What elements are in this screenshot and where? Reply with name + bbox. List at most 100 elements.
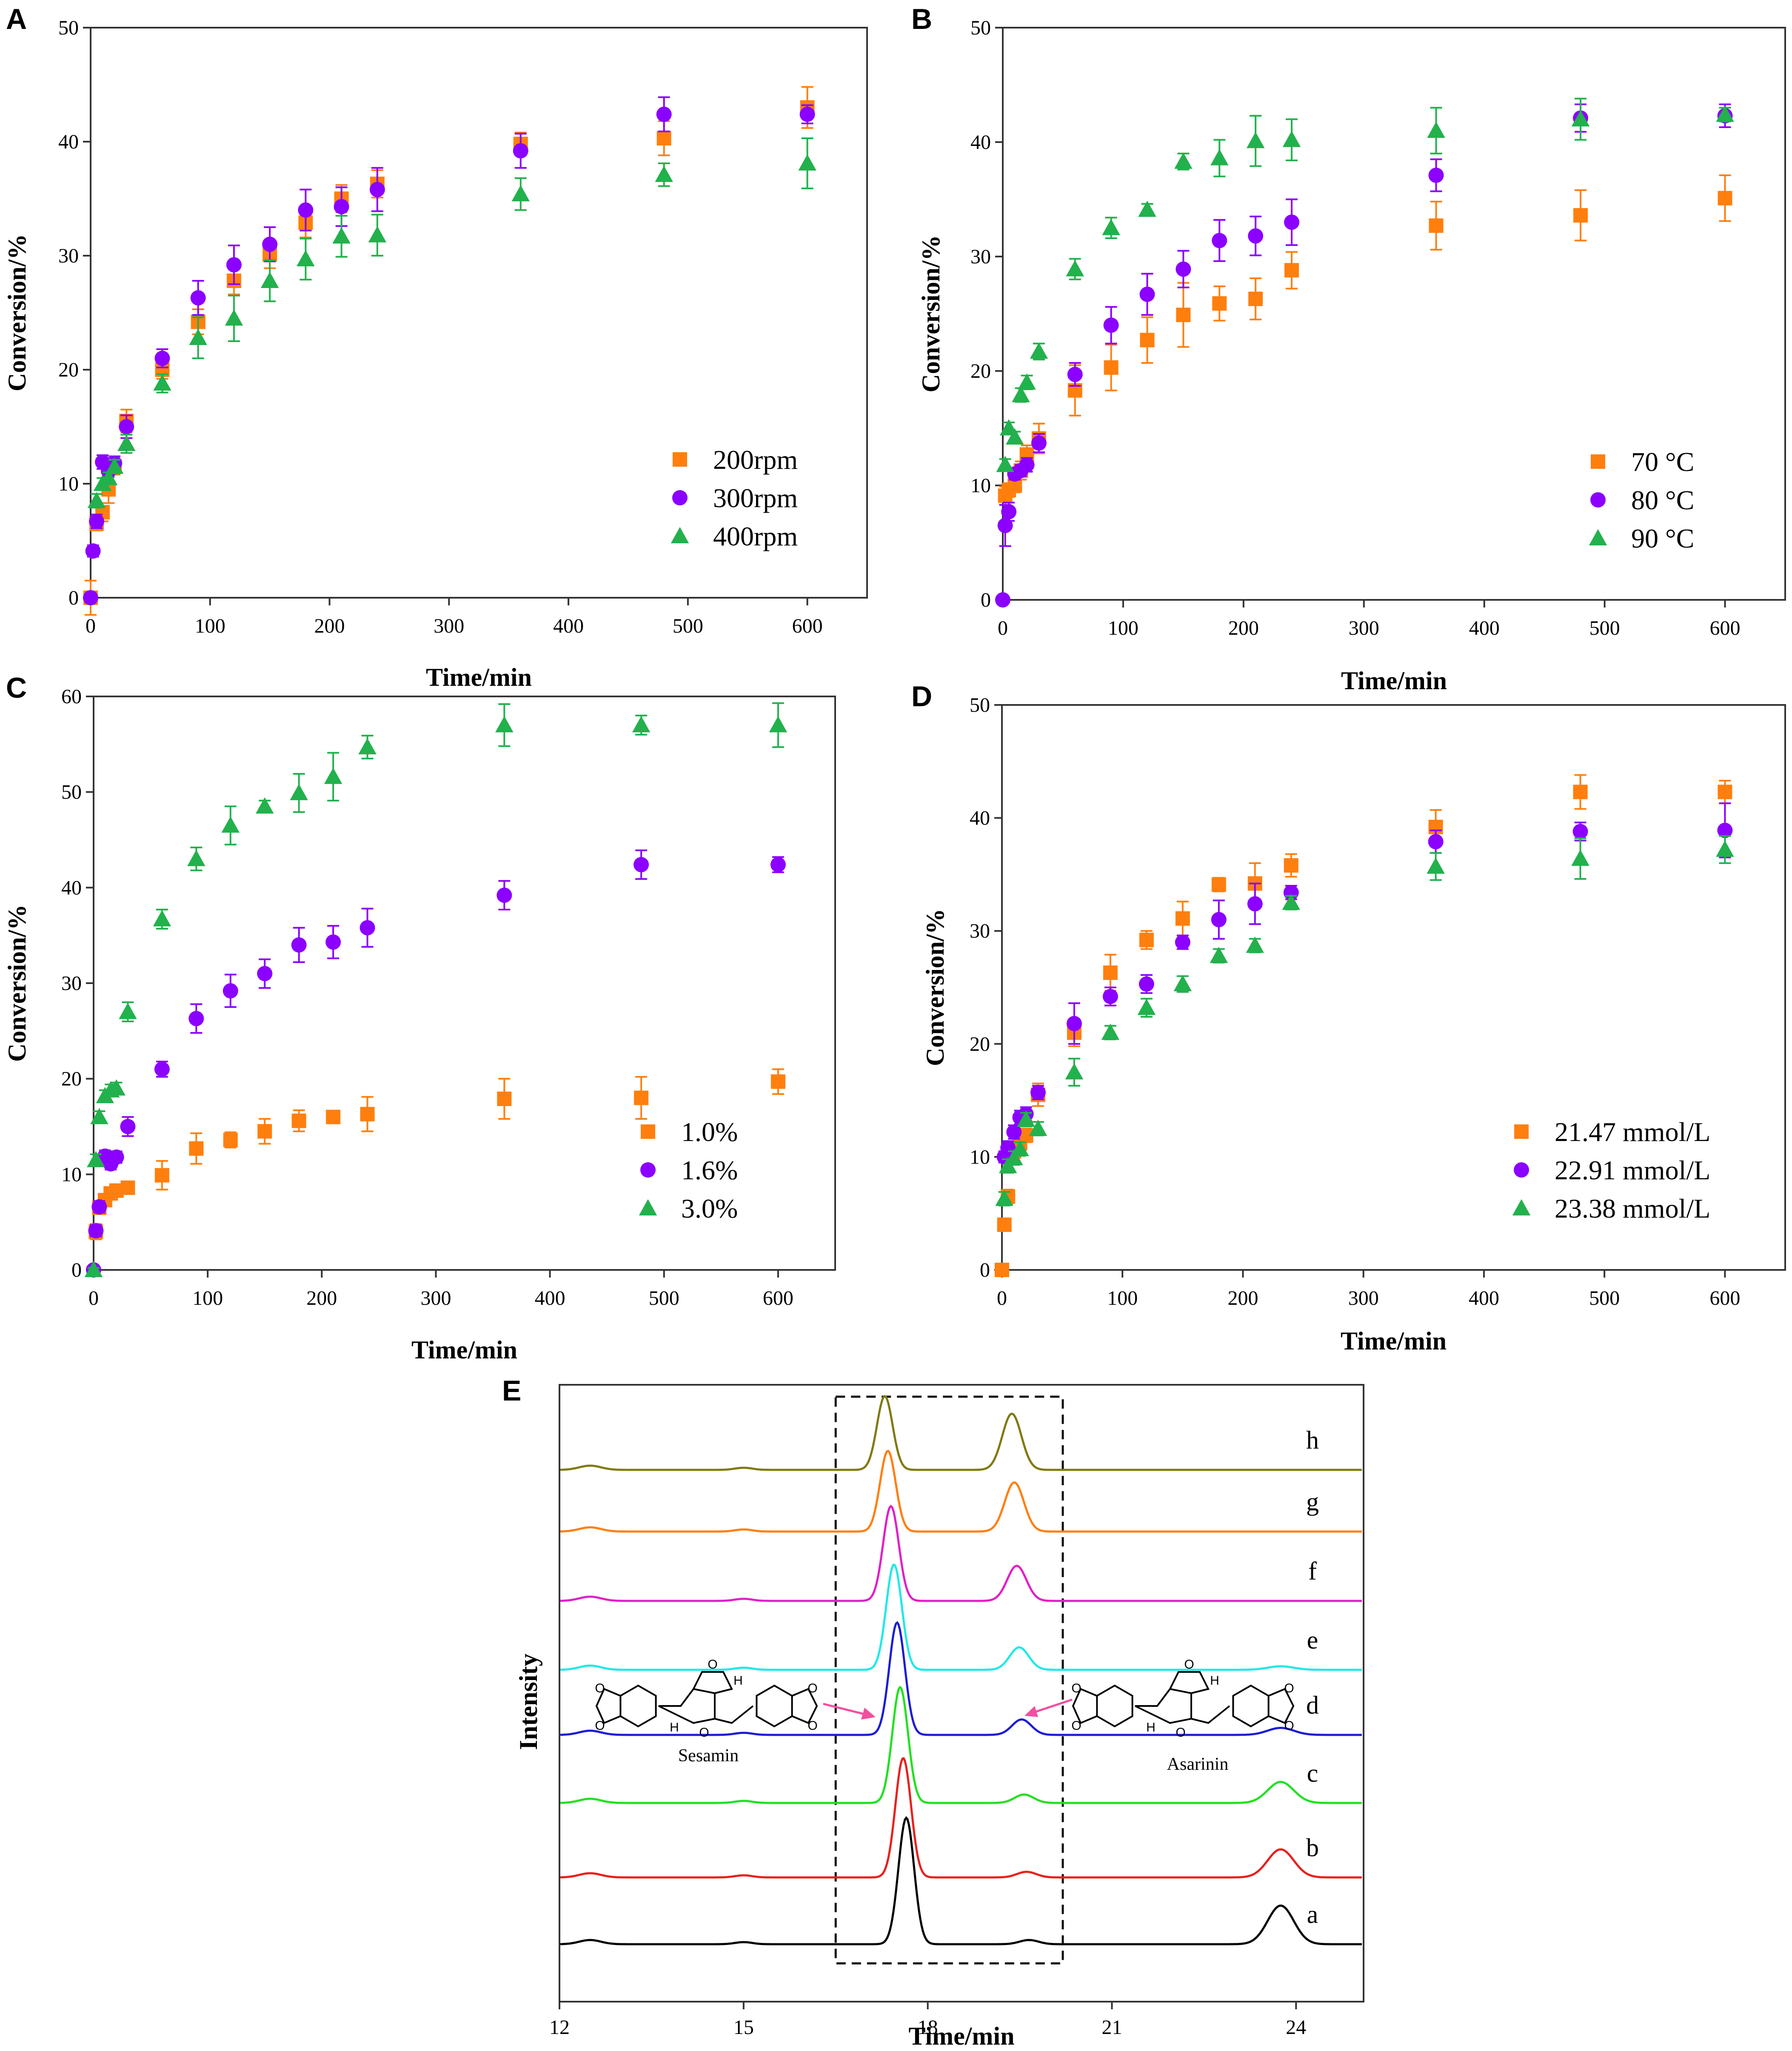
data-point bbox=[1428, 168, 1444, 183]
data-point bbox=[1029, 1119, 1047, 1136]
x-tick-label: 100 bbox=[1107, 1287, 1138, 1309]
data-point bbox=[1284, 263, 1299, 278]
data-point bbox=[120, 1119, 136, 1134]
x-axis-title: Time/min bbox=[909, 2022, 1015, 2050]
data-point bbox=[1102, 219, 1120, 235]
data-point bbox=[1716, 840, 1734, 857]
y-tick-label: 50 bbox=[970, 17, 991, 39]
data-point bbox=[1571, 849, 1589, 866]
data-point bbox=[1718, 784, 1732, 799]
y-tick-label: 40 bbox=[58, 131, 79, 153]
dioxole-ring bbox=[1268, 1688, 1295, 1724]
legend-label: 23.38 mmol/L bbox=[1555, 1193, 1710, 1224]
data-point bbox=[368, 226, 387, 242]
trace-c bbox=[560, 1686, 1362, 1804]
data-point bbox=[1019, 457, 1035, 473]
data-point bbox=[656, 131, 671, 145]
dioxole-ring bbox=[1072, 1688, 1097, 1724]
data-point bbox=[91, 1199, 107, 1215]
sesamin-arrow bbox=[823, 1703, 866, 1716]
dioxole-ring bbox=[792, 1688, 818, 1724]
legend-label: 21.47 mmol/L bbox=[1555, 1117, 1710, 1147]
oxygen-atom: O bbox=[595, 1681, 605, 1695]
data-point bbox=[257, 966, 273, 981]
legend-marker bbox=[1512, 1199, 1531, 1215]
series-0 bbox=[83, 86, 815, 616]
data-point bbox=[1573, 208, 1588, 223]
x-tick-label: 400 bbox=[535, 1287, 565, 1309]
data-point bbox=[1248, 228, 1264, 244]
panel-e: E12 15 18 21 24Time/minIntensityabcdefghOOOO… bbox=[502, 1375, 1364, 2050]
data-point bbox=[87, 1151, 105, 1167]
series-0 bbox=[88, 1068, 785, 1241]
plot-frame bbox=[1001, 704, 1786, 1271]
x-tick-label: 300 bbox=[420, 1287, 451, 1309]
x-tick-label: 200 bbox=[314, 615, 345, 637]
data-point bbox=[1030, 342, 1048, 359]
data-point bbox=[360, 1107, 375, 1121]
x-tick-label: 600 bbox=[792, 615, 823, 637]
x-tick-label: 100 bbox=[192, 1287, 223, 1309]
oxygen-atom: O bbox=[1184, 1657, 1194, 1672]
legend: 21.47 mmol/L 22.91 mmol/L 23.38 mmol/L bbox=[1512, 1117, 1710, 1224]
trace-label: h bbox=[1306, 1426, 1319, 1454]
data-point bbox=[153, 910, 171, 927]
x-axis-title: Time/min bbox=[411, 1336, 517, 1364]
data-point bbox=[1012, 386, 1030, 402]
data-point bbox=[495, 716, 514, 733]
data-point bbox=[633, 857, 649, 873]
data-point bbox=[153, 374, 171, 391]
x-tick-label: 12 bbox=[549, 2016, 570, 2039]
series-1 bbox=[995, 103, 1733, 608]
highlight-window bbox=[834, 1395, 1064, 1965]
x-tick-label: 200 bbox=[1227, 1287, 1258, 1309]
legend-marker bbox=[1591, 454, 1605, 469]
data-point bbox=[83, 590, 98, 605]
data-point bbox=[1139, 976, 1154, 992]
data-point bbox=[189, 328, 207, 345]
x-tick-label: 100 bbox=[1108, 617, 1139, 639]
legend-label: 22.91 mmol/L bbox=[1555, 1155, 1710, 1185]
x-axis-title: Time/min bbox=[1341, 1327, 1447, 1355]
panel-d: D 0 100 200 300 400 500 600 0 10 20 30 40 50 Time/min C… bbox=[911, 680, 1786, 1355]
x-tick-label: 400 bbox=[1469, 617, 1500, 639]
data-point bbox=[332, 227, 351, 244]
oxygen-atom: O bbox=[708, 1657, 717, 1672]
data-point bbox=[334, 199, 349, 214]
data-point bbox=[154, 1168, 169, 1183]
data-point bbox=[997, 1217, 1012, 1232]
data-point bbox=[87, 491, 106, 508]
data-point bbox=[1212, 233, 1227, 248]
x-tick-label: 21 bbox=[1101, 2016, 1122, 2039]
oxygen-atom: O bbox=[1071, 1719, 1081, 1733]
legend-label: 80 °C bbox=[1631, 485, 1694, 515]
data-point bbox=[995, 1263, 1009, 1277]
data-point bbox=[996, 456, 1014, 472]
data-point bbox=[1017, 1110, 1035, 1127]
panel-letter: A bbox=[6, 3, 27, 35]
data-point bbox=[1571, 110, 1590, 127]
data-point bbox=[1573, 784, 1588, 799]
data-point bbox=[119, 419, 134, 434]
y-tick-label: 20 bbox=[970, 1033, 990, 1055]
legend-marker bbox=[1514, 1124, 1529, 1139]
data-point bbox=[221, 816, 240, 833]
legend: 200rpm 300rpm 400rpm bbox=[671, 445, 798, 551]
x-tick-label: 15 bbox=[733, 2016, 754, 2039]
x-tick-label: 200 bbox=[306, 1287, 337, 1309]
asarinin-arrow bbox=[1033, 1698, 1073, 1714]
legend-label: 90 °C bbox=[1631, 523, 1694, 553]
data-point bbox=[1211, 912, 1227, 927]
oxygen-atom: O bbox=[808, 1719, 817, 1733]
y-axis-title: Conversion/% bbox=[3, 904, 31, 1062]
data-point bbox=[369, 182, 385, 197]
data-point bbox=[1282, 893, 1301, 910]
data-point bbox=[325, 934, 341, 950]
data-point bbox=[1212, 296, 1227, 311]
y-tick-label: 10 bbox=[61, 1163, 82, 1186]
data-point bbox=[260, 271, 279, 288]
data-point bbox=[1066, 1016, 1082, 1031]
y-tick-label: 0 bbox=[71, 1259, 82, 1281]
x-axis-title: Time/min bbox=[426, 663, 532, 691]
